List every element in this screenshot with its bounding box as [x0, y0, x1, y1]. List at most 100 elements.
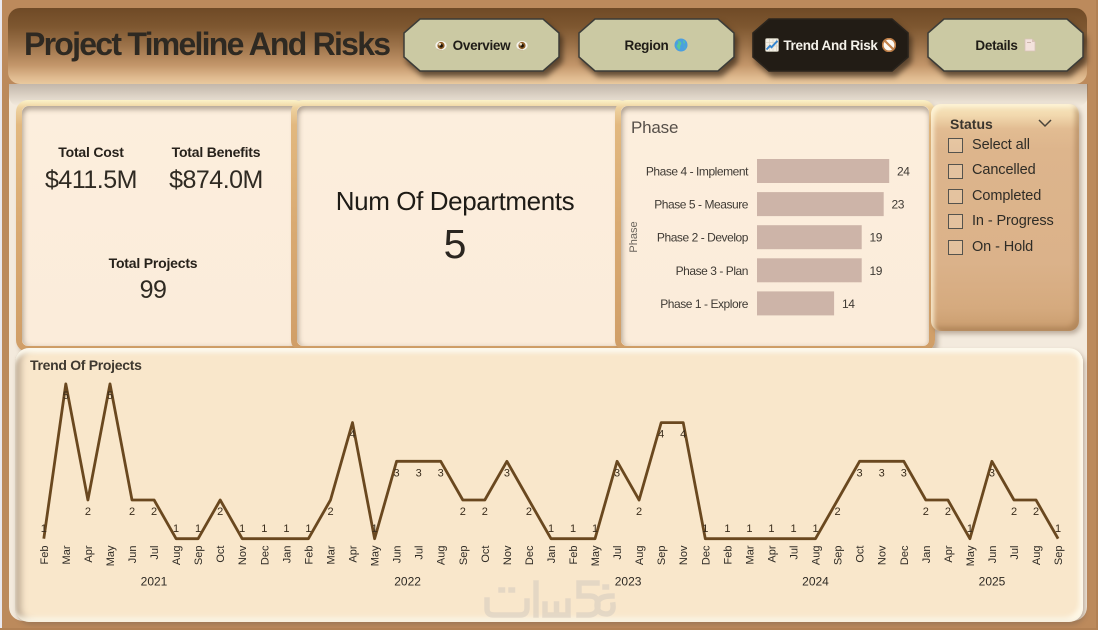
svg-text:Jul: Jul	[149, 546, 161, 560]
svg-text:Apr: Apr	[943, 545, 955, 562]
svg-text:Apr: Apr	[348, 545, 360, 562]
svg-text:May: May	[105, 545, 117, 566]
svg-text:May: May	[965, 545, 977, 566]
svg-text:2021: 2021	[141, 575, 168, 589]
svg-text:Jan: Jan	[921, 546, 933, 564]
svg-text:Dec: Dec	[524, 545, 536, 565]
svg-text:Apr: Apr	[766, 545, 778, 562]
svg-text:4: 4	[658, 429, 664, 441]
svg-text:Phase: Phase	[628, 221, 640, 252]
svg-text:4: 4	[349, 429, 355, 441]
svg-text:5: 5	[63, 390, 69, 402]
svg-text:Aug: Aug	[436, 546, 448, 566]
svg-text:2: 2	[923, 506, 929, 518]
svg-text:Jun: Jun	[127, 546, 139, 564]
svg-text:2: 2	[1033, 506, 1039, 518]
svg-text:1: 1	[372, 523, 378, 535]
svg-text:2: 2	[945, 506, 951, 518]
svg-text:Apr: Apr	[83, 545, 95, 562]
svg-text:Aug: Aug	[171, 546, 183, 566]
svg-text:Jul: Jul	[414, 546, 426, 560]
svg-text:1: 1	[570, 523, 576, 535]
svg-text:Oct: Oct	[855, 546, 867, 563]
svg-text:Jul: Jul	[612, 546, 624, 560]
svg-text:Phase 1 - Explore: Phase 1 - Explore	[660, 297, 749, 311]
svg-text:1: 1	[746, 523, 752, 535]
svg-text:Sep: Sep	[1053, 546, 1065, 566]
svg-text:Nov: Nov	[678, 545, 690, 565]
svg-text:Oct: Oct	[215, 546, 227, 563]
svg-text:Jul: Jul	[789, 546, 801, 560]
svg-text:2022: 2022	[394, 575, 421, 589]
svg-text:Phase 5 - Measure: Phase 5 - Measure	[654, 198, 749, 212]
svg-text:2: 2	[482, 506, 488, 518]
svg-text:14: 14	[842, 297, 855, 311]
svg-text:1: 1	[305, 523, 311, 535]
svg-text:2: 2	[460, 506, 466, 518]
svg-text:3: 3	[416, 467, 422, 479]
svg-text:Phase 2 - Develop: Phase 2 - Develop	[657, 231, 749, 245]
svg-text:2: 2	[217, 506, 223, 518]
svg-text:1: 1	[702, 523, 708, 535]
svg-text:19: 19	[870, 231, 883, 245]
svg-text:Mar: Mar	[61, 545, 73, 564]
svg-text:Aug: Aug	[634, 546, 646, 566]
svg-text:3: 3	[504, 467, 510, 479]
svg-text:1: 1	[1055, 523, 1061, 535]
svg-text:2024: 2024	[802, 575, 829, 589]
svg-text:Sep: Sep	[193, 546, 205, 566]
svg-text:1: 1	[812, 523, 818, 535]
svg-text:4: 4	[680, 429, 686, 441]
svg-text:1: 1	[41, 523, 47, 535]
svg-text:1: 1	[967, 523, 973, 535]
svg-text:Sep: Sep	[656, 546, 668, 566]
svg-text:1: 1	[592, 523, 598, 535]
svg-text:2: 2	[636, 506, 642, 518]
svg-text:Sep: Sep	[833, 546, 845, 566]
svg-text:3: 3	[901, 467, 907, 479]
svg-text:Nov: Nov	[877, 545, 889, 565]
svg-text:3: 3	[394, 467, 400, 479]
svg-text:Jul: Jul	[1009, 546, 1021, 560]
svg-text:Jun: Jun	[987, 546, 999, 564]
svg-text:Phase 4 - Implement: Phase 4 - Implement	[646, 165, 749, 179]
svg-text:Feb: Feb	[303, 546, 315, 565]
svg-text:2: 2	[526, 506, 532, 518]
svg-text:5: 5	[107, 390, 113, 402]
svg-text:1: 1	[239, 523, 245, 535]
svg-text:Dec: Dec	[899, 545, 911, 565]
svg-text:3: 3	[879, 467, 885, 479]
svg-text:Aug: Aug	[811, 546, 823, 566]
svg-text:Dec: Dec	[259, 545, 271, 565]
svg-text:2023: 2023	[615, 575, 642, 589]
svg-text:1: 1	[283, 523, 289, 535]
svg-text:3: 3	[989, 467, 995, 479]
svg-text:2: 2	[151, 506, 157, 518]
svg-text:3: 3	[614, 467, 620, 479]
svg-text:Feb: Feb	[39, 546, 51, 565]
svg-text:1: 1	[724, 523, 730, 535]
svg-text:2: 2	[85, 506, 91, 518]
svg-text:3: 3	[438, 467, 444, 479]
svg-text:2: 2	[129, 506, 135, 518]
svg-text:19: 19	[870, 264, 883, 278]
svg-text:3: 3	[857, 467, 863, 479]
svg-text:1: 1	[790, 523, 796, 535]
svg-text:Mar: Mar	[326, 545, 338, 564]
svg-text:2: 2	[327, 506, 333, 518]
svg-text:Phase 3 - Plan: Phase 3 - Plan	[676, 264, 748, 278]
svg-text:1: 1	[261, 523, 267, 535]
svg-text:Oct: Oct	[480, 546, 492, 563]
svg-text:Nov: Nov	[237, 545, 249, 565]
svg-text:2: 2	[835, 506, 841, 518]
svg-text:2025: 2025	[979, 575, 1006, 589]
svg-text:May: May	[370, 545, 382, 566]
svg-text:Nov: Nov	[502, 545, 514, 565]
svg-text:24: 24	[897, 165, 910, 179]
svg-text:2: 2	[1011, 506, 1017, 518]
svg-text:Sep: Sep	[458, 546, 470, 566]
svg-text:Jan: Jan	[281, 546, 293, 564]
svg-text:Feb: Feb	[722, 546, 734, 565]
svg-text:May: May	[590, 545, 602, 566]
svg-text:1: 1	[173, 523, 179, 535]
